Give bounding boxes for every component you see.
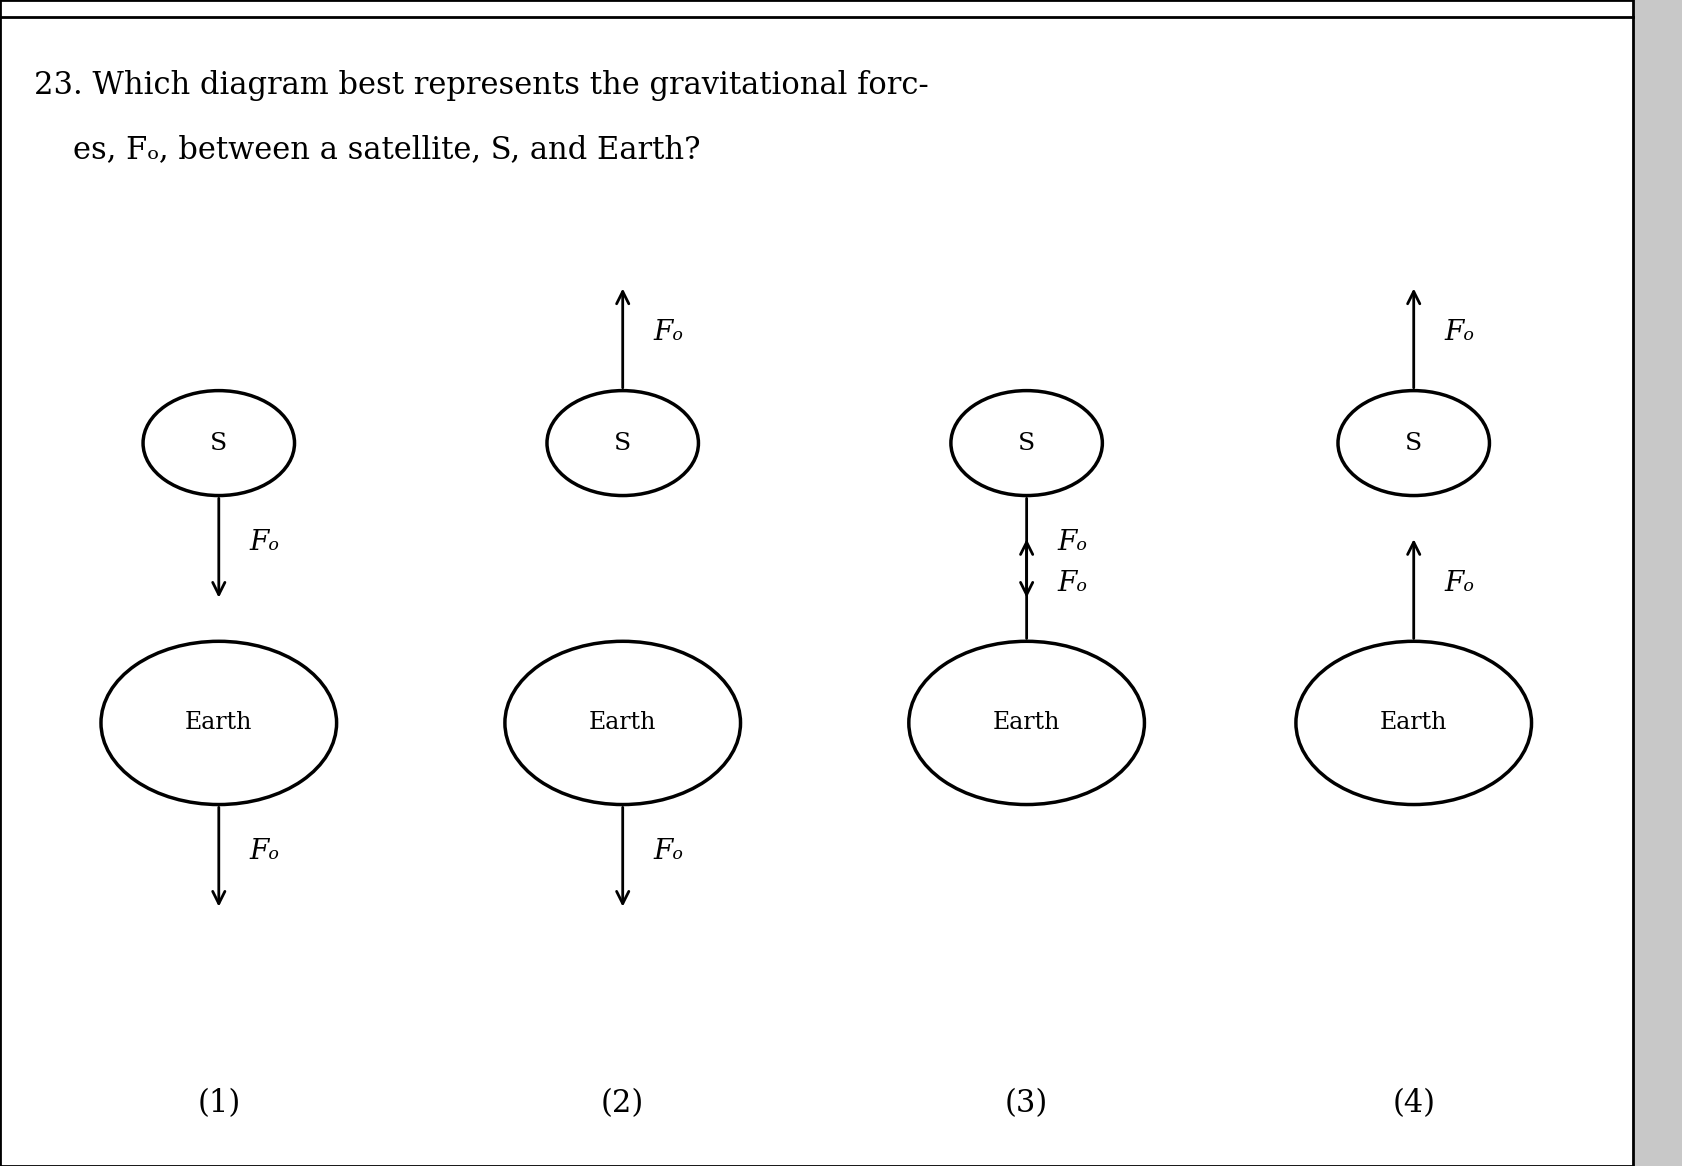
Text: S: S — [210, 431, 227, 455]
Text: (1): (1) — [197, 1088, 241, 1119]
Text: Fₒ: Fₒ — [1056, 529, 1087, 556]
Text: Earth: Earth — [1379, 711, 1447, 735]
Text: Fₒ: Fₒ — [1443, 319, 1473, 346]
Text: Earth: Earth — [992, 711, 1060, 735]
Text: es, Fₒ, between a satellite, S, and Earth?: es, Fₒ, between a satellite, S, and Eart… — [34, 134, 700, 166]
Text: Fₒ: Fₒ — [1056, 570, 1087, 597]
Text: (4): (4) — [1391, 1088, 1435, 1119]
Text: Fₒ: Fₒ — [1443, 570, 1473, 597]
Text: (3): (3) — [1004, 1088, 1048, 1119]
Text: Fₒ: Fₒ — [653, 319, 683, 346]
Text: Earth: Earth — [589, 711, 656, 735]
Text: Fₒ: Fₒ — [653, 838, 683, 865]
Text: 23. Which diagram best represents the gravitational forc-: 23. Which diagram best represents the gr… — [34, 70, 928, 101]
Text: Earth: Earth — [185, 711, 252, 735]
Text: S: S — [1404, 431, 1421, 455]
Text: Fₒ: Fₒ — [249, 529, 279, 556]
Text: S: S — [614, 431, 631, 455]
Text: (2): (2) — [600, 1088, 644, 1119]
Text: Fₒ: Fₒ — [249, 838, 279, 865]
Text: S: S — [1018, 431, 1034, 455]
FancyBboxPatch shape — [0, 0, 1632, 1166]
